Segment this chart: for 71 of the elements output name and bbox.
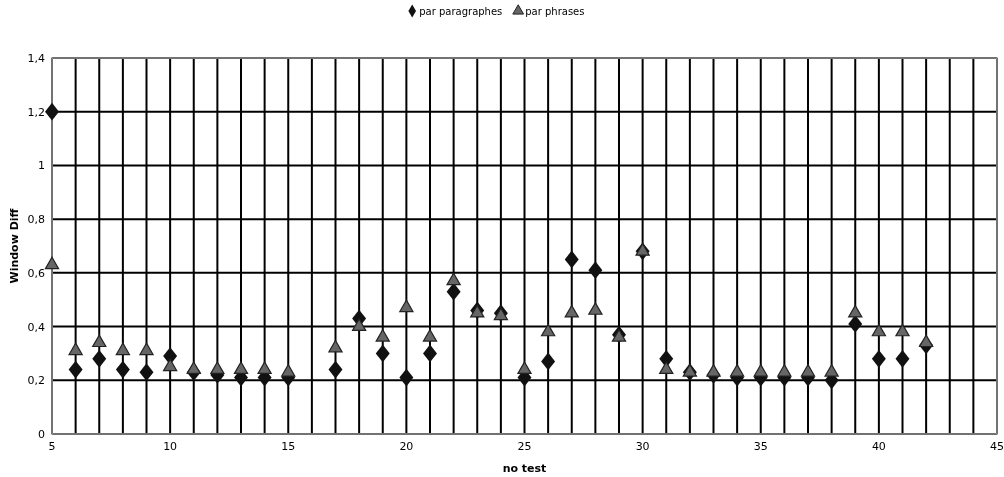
point [918,334,934,348]
point [328,360,343,379]
point [848,304,863,318]
y-tick-label: 0 [38,428,45,441]
point [328,339,343,353]
y-tick-label: 0,2 [27,374,45,388]
point [517,361,532,374]
point [541,352,556,371]
point [824,364,839,377]
x-tick-label: 35 [753,440,768,453]
point [257,361,272,374]
x-tick-label: 10 [163,440,178,453]
y-tick-label: 1,4 [27,52,45,65]
point [848,315,863,333]
point [564,250,579,269]
point [44,256,60,270]
legend-label: par phrases [525,6,585,17]
point [281,364,296,377]
point [611,329,627,342]
point [92,334,107,348]
point [753,364,768,377]
point [588,261,603,280]
point [375,344,390,363]
point [706,364,721,377]
y-tick-label: 1 [38,159,45,173]
point [210,361,225,374]
point [351,318,367,331]
x-tick-label: 25 [517,440,532,453]
point [399,368,414,387]
point [871,323,887,337]
point [895,323,910,337]
y-tick-label: 0,6 [27,266,45,280]
point [68,342,83,356]
point [564,304,579,318]
x-tick-label: 5 [48,440,56,453]
point [115,342,131,356]
point [233,361,249,374]
point [115,360,130,379]
y-tick-label: 0,4 [27,320,45,334]
x-tick-label: 15 [281,440,296,453]
point [871,349,886,368]
x-tick-label: 40 [871,440,886,453]
point [729,364,745,377]
point [682,364,698,377]
point [139,342,154,356]
legend-label: par paragraphes [419,6,503,17]
y-tick-label: 1,2 [27,105,45,119]
point [399,299,414,313]
x-tick-label: 20 [399,440,414,453]
point [139,363,154,382]
point [895,349,910,368]
point [68,360,83,379]
point [635,243,650,256]
point [540,323,556,337]
y-axis-title: Window Diff [8,208,21,284]
x-tick-label: 30 [635,440,650,453]
point [659,361,674,374]
point [588,302,603,315]
point [446,272,461,286]
point [777,364,792,377]
point [423,344,437,363]
x-tick-label: 45 [990,440,1004,453]
point [162,358,178,372]
point [92,349,107,368]
point [422,329,438,342]
y-tick-label: 0,8 [27,213,45,227]
point [375,329,390,342]
point [45,102,59,121]
point [186,361,201,374]
x-axis-title: no test [502,462,547,475]
point [800,364,816,377]
